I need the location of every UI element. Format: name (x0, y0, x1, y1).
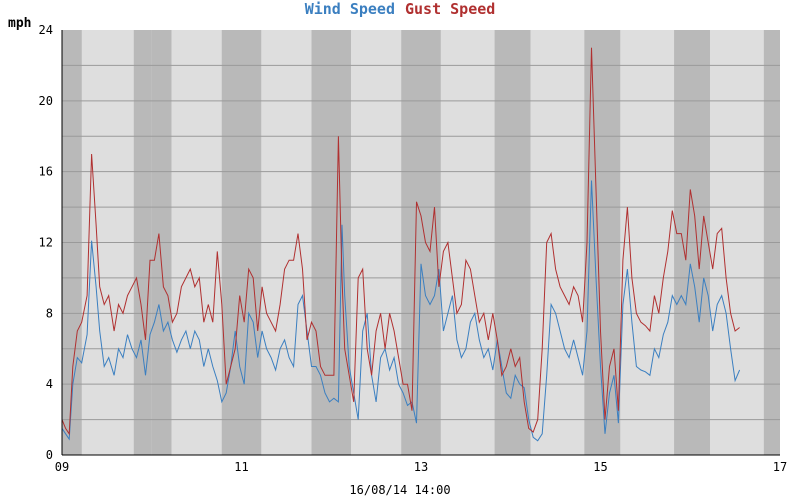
legend-gust-speed: Gust Speed (405, 0, 495, 18)
y-tick-label: 20 (39, 94, 53, 108)
y-tick-label: 0 (46, 448, 53, 462)
series-line-wind-speed (61, 180, 741, 442)
y-tick-labels: 0 4 8 12 16 20 24 (39, 23, 53, 462)
y-tick-label: 8 (46, 306, 53, 320)
x-tick-label: 13 (414, 460, 428, 474)
y-tick-label: 12 (39, 236, 53, 250)
y-tick-label: 4 (46, 377, 53, 391)
y-tick-label: 24 (39, 23, 53, 37)
x-tick-label: 15 (593, 460, 607, 474)
legend-wind-speed: Wind Speed (305, 0, 395, 18)
y-tick-label: 16 (39, 165, 53, 179)
x-tick-label: 11 (234, 460, 248, 474)
x-tick-label: 17 (773, 460, 787, 474)
x-tick-label: 09 (55, 460, 69, 474)
y-axis-unit: mph (8, 16, 31, 31)
axes (61, 30, 780, 456)
x-axis-label: 16/08/14 14:00 (349, 483, 450, 497)
x-tick-labels: 09 11 13 15 17 (55, 460, 787, 474)
series-layer (61, 47, 741, 442)
series-line-gust-speed (61, 47, 740, 436)
